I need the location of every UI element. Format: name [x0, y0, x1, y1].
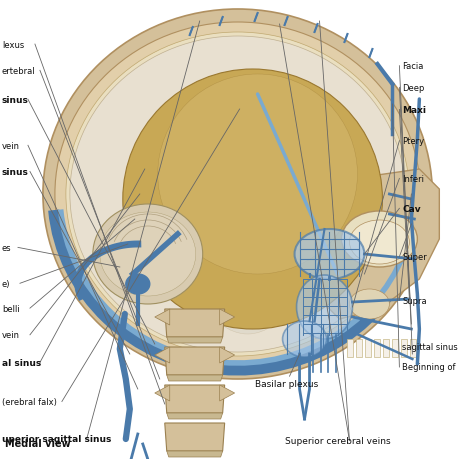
Text: uperior sagittal sinus: uperior sagittal sinus: [2, 434, 111, 443]
Polygon shape: [167, 375, 223, 381]
Ellipse shape: [43, 10, 432, 379]
Text: lexus: lexus: [2, 40, 24, 50]
Text: Cav: Cav: [402, 204, 421, 213]
Ellipse shape: [349, 289, 390, 319]
Polygon shape: [356, 339, 363, 357]
Text: es: es: [2, 243, 12, 252]
Ellipse shape: [126, 274, 150, 294]
Ellipse shape: [283, 321, 327, 357]
Polygon shape: [219, 309, 235, 325]
Polygon shape: [219, 347, 235, 363]
Ellipse shape: [100, 213, 196, 297]
Text: Ptery: Ptery: [402, 137, 425, 146]
Polygon shape: [155, 309, 170, 325]
Polygon shape: [165, 347, 225, 375]
Polygon shape: [392, 339, 398, 357]
Text: Facia: Facia: [402, 62, 424, 71]
Text: sinus: sinus: [2, 95, 29, 105]
Ellipse shape: [158, 75, 357, 274]
Ellipse shape: [178, 75, 318, 334]
Polygon shape: [165, 309, 225, 337]
Text: sinus: sinus: [2, 168, 29, 177]
Ellipse shape: [349, 220, 410, 264]
Polygon shape: [167, 451, 223, 457]
Text: belli: belli: [2, 304, 20, 313]
Text: Basilar plexus: Basilar plexus: [255, 379, 318, 388]
Text: vein: vein: [2, 141, 20, 151]
Polygon shape: [401, 339, 407, 357]
Ellipse shape: [70, 37, 405, 352]
Ellipse shape: [123, 70, 383, 329]
Polygon shape: [365, 339, 372, 357]
Ellipse shape: [341, 212, 418, 268]
Ellipse shape: [55, 23, 420, 366]
Text: Super: Super: [402, 252, 427, 262]
Polygon shape: [383, 339, 390, 357]
Text: sagittal sinus: sagittal sinus: [402, 342, 458, 351]
Polygon shape: [167, 413, 223, 419]
Polygon shape: [165, 385, 225, 413]
Ellipse shape: [294, 230, 365, 280]
Text: Supra: Supra: [402, 296, 427, 305]
Text: Maxi: Maxi: [402, 106, 427, 115]
Polygon shape: [165, 423, 225, 451]
Text: vein: vein: [2, 330, 20, 340]
Text: ertebral: ertebral: [2, 67, 36, 76]
Text: Beginning of: Beginning of: [402, 363, 456, 372]
Polygon shape: [167, 337, 223, 343]
Text: Deep: Deep: [402, 84, 425, 93]
Text: Medial view: Medial view: [5, 438, 71, 448]
Polygon shape: [155, 385, 170, 401]
Ellipse shape: [297, 275, 353, 339]
Ellipse shape: [93, 205, 203, 304]
Text: Inferi: Inferi: [402, 174, 424, 184]
Text: (erebral falx): (erebral falx): [2, 397, 57, 406]
Text: Superior cerebral veins: Superior cerebral veins: [284, 436, 390, 445]
Polygon shape: [374, 339, 381, 357]
Ellipse shape: [66, 33, 410, 356]
Polygon shape: [300, 170, 439, 319]
Polygon shape: [347, 339, 354, 357]
Text: e): e): [2, 279, 10, 288]
Polygon shape: [410, 339, 416, 357]
Polygon shape: [219, 385, 235, 401]
Polygon shape: [155, 347, 170, 363]
Text: al sinus: al sinus: [2, 358, 41, 367]
